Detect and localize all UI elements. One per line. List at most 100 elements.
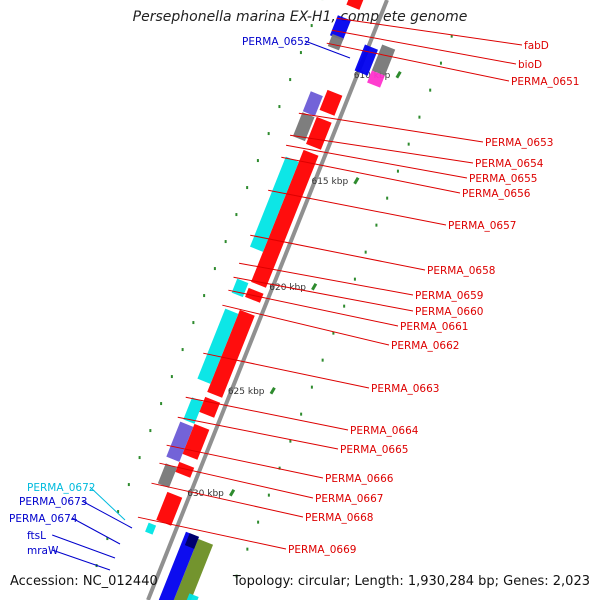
gene-cyan: [145, 522, 157, 535]
gene-label-right: PERMA_0664: [350, 425, 419, 437]
gene-label-right: PERMA_0657: [448, 220, 516, 232]
gene-purple: [166, 421, 194, 462]
topology-text: Topology: circular; Length: 1,930,284 bp…: [232, 574, 590, 589]
gene-blue: [329, 15, 351, 41]
gc-dot: [203, 294, 206, 298]
kbp-tick-label: 620 kbp: [269, 283, 306, 293]
gene-label-left: PERMA_0673: [19, 496, 87, 508]
label-connector: [281, 156, 461, 194]
gene-label-right: fabD: [524, 40, 549, 52]
gene-label-right: PERMA_0667: [315, 493, 383, 505]
gc-dot: [396, 169, 399, 173]
kbp-tick-mark: [311, 282, 318, 291]
gene-red: [319, 89, 343, 116]
gene-label-right: PERMA_0653: [485, 137, 553, 149]
gene-label-right: PERMA_0656: [462, 188, 531, 200]
label-connector: [268, 189, 447, 226]
label-connector: [290, 134, 474, 164]
gc-dot: [246, 547, 249, 551]
kbp-tick-label: 625 kbp: [228, 387, 265, 397]
gene-magenta: [367, 70, 385, 88]
label-connector: [250, 234, 426, 271]
gene-label-left: mraW: [27, 545, 59, 557]
label-connector: [52, 549, 111, 571]
gc-dot: [343, 304, 346, 308]
gc-dot: [278, 466, 281, 470]
gc-dot: [375, 223, 378, 227]
gene-navy: [184, 533, 199, 549]
gene-cyan: [186, 593, 199, 600]
gene-cyan: [183, 397, 204, 424]
gc-dot: [353, 277, 356, 281]
gene-label-left: PERMA_0672: [27, 482, 95, 494]
gene-cyan: [197, 308, 239, 384]
gene-label-left: PERMA_0674: [9, 513, 78, 525]
gc-dot: [127, 483, 130, 487]
gene-cyan: [231, 278, 249, 298]
label-connector: [326, 42, 510, 82]
gc-dot: [364, 250, 367, 254]
gc-dot: [310, 385, 313, 389]
gc-dot: [192, 321, 195, 325]
label-connector: [166, 444, 324, 479]
gc-dot: [224, 240, 227, 244]
gc-dot: [310, 24, 313, 28]
gene-gray: [292, 112, 315, 142]
label-connector: [81, 500, 133, 529]
kbp-tick-mark: [395, 70, 402, 79]
gene-red: [199, 396, 221, 418]
label-connector: [203, 352, 370, 389]
gc-dot: [429, 88, 432, 92]
gc-dot: [149, 429, 152, 433]
gene-label-right: PERMA_0666: [325, 473, 394, 485]
gc-dot: [235, 574, 238, 578]
gc-dot: [289, 439, 292, 443]
gene-label-right: bioD: [518, 59, 542, 71]
gc-dot: [117, 510, 120, 514]
kbp-tick-mark: [353, 176, 360, 185]
gene-red: [207, 309, 255, 398]
gene-label-right: PERMA_0655: [469, 173, 537, 185]
label-connector: [298, 112, 484, 143]
gc-dot: [267, 132, 270, 136]
gc-dot: [299, 51, 302, 55]
gene-label-right: PERMA_0660: [415, 306, 483, 318]
label-connector: [233, 276, 414, 312]
gc-dot: [321, 358, 324, 362]
gc-dot: [267, 493, 270, 497]
gc-dot: [450, 34, 453, 38]
gc-dot: [418, 115, 421, 119]
gc-dot: [160, 402, 163, 406]
gc-dot: [407, 142, 410, 146]
gc-dot: [181, 348, 184, 352]
kbp-tick-mark: [229, 488, 236, 497]
gc-dot: [278, 105, 281, 109]
gene-gray: [157, 463, 177, 488]
gene-red: [175, 461, 195, 478]
accession-text: Accession: NC_012440: [10, 574, 158, 589]
gene-label-right: PERMA_0658: [427, 265, 495, 277]
gc-dot: [235, 213, 238, 217]
gene-red: [306, 116, 332, 150]
gene-gray: [371, 44, 396, 76]
kbp-tick-mark: [269, 386, 276, 395]
gene-label-left: ftsL: [27, 530, 46, 542]
gc-dot: [256, 159, 259, 163]
gene-label-right: PERMA_0654: [475, 158, 544, 170]
gc-dot: [439, 61, 442, 65]
gene-blue: [158, 531, 199, 600]
label-connector: [89, 486, 126, 521]
gc-dot: [332, 331, 335, 335]
gene-label-right: PERMA_0665: [340, 444, 408, 456]
label-connector: [71, 517, 121, 545]
label-connector: [177, 416, 339, 450]
gc-dot: [289, 78, 292, 82]
gc-dot: [106, 537, 109, 541]
gene-red: [346, 0, 364, 10]
gene-red: [251, 149, 319, 288]
gc-dot: [213, 267, 216, 271]
gene-cyan: [249, 156, 299, 252]
kbp-tick-label: 630 kbp: [187, 489, 224, 499]
label-connector: [137, 516, 287, 550]
